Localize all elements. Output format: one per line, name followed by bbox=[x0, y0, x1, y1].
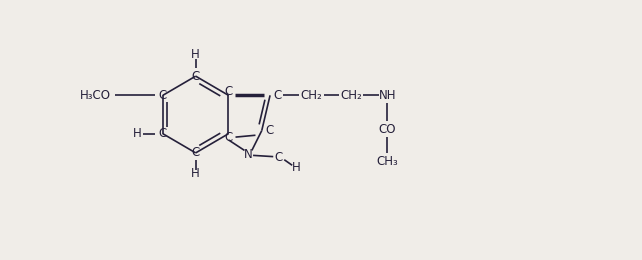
Text: CH₃: CH₃ bbox=[376, 155, 398, 168]
Text: CH₂: CH₂ bbox=[340, 89, 362, 102]
Text: H₃CO: H₃CO bbox=[80, 89, 111, 102]
Text: N: N bbox=[244, 148, 252, 161]
Text: H: H bbox=[291, 161, 300, 174]
Text: C: C bbox=[273, 89, 282, 102]
Text: CO: CO bbox=[379, 123, 396, 136]
Text: CH₂: CH₂ bbox=[300, 89, 322, 102]
Text: C: C bbox=[159, 89, 167, 102]
Text: C: C bbox=[159, 127, 167, 140]
Text: C: C bbox=[191, 146, 200, 159]
Text: H: H bbox=[191, 167, 200, 180]
Text: C: C bbox=[265, 124, 273, 137]
Text: H: H bbox=[133, 127, 141, 140]
Text: C: C bbox=[275, 151, 283, 164]
Text: C: C bbox=[224, 131, 232, 144]
Text: H: H bbox=[191, 48, 200, 61]
Text: C: C bbox=[191, 70, 200, 83]
Text: C: C bbox=[224, 85, 232, 98]
Text: NH: NH bbox=[379, 89, 396, 102]
